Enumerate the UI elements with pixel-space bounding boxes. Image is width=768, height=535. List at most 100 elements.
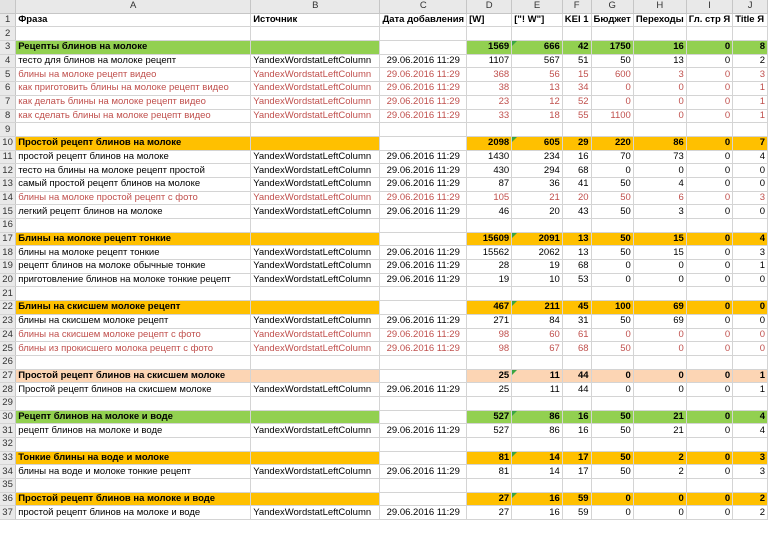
cell[interactable]: [591, 437, 634, 452]
cell[interactable]: 2: [633, 464, 687, 480]
row-number[interactable]: 36: [0, 492, 17, 507]
row-number[interactable]: 14: [0, 191, 17, 206]
cell[interactable]: Простой рецепт блинов на молоке: [15, 136, 252, 151]
cell[interactable]: 29.06.2016 11:29: [379, 95, 468, 110]
cell[interactable]: 0: [732, 300, 768, 315]
row-number[interactable]: 10: [0, 136, 17, 151]
cell[interactable]: 87: [466, 177, 513, 192]
cell[interactable]: YandexWordstatLeftColumn: [250, 54, 381, 69]
cell[interactable]: [686, 122, 734, 137]
cell[interactable]: 29.06.2016 11:29: [379, 273, 468, 288]
cell[interactable]: [466, 218, 513, 233]
cell[interactable]: 16: [511, 492, 563, 507]
cell[interactable]: 0: [686, 163, 734, 178]
cell[interactable]: [562, 437, 592, 452]
cell[interactable]: 98: [466, 341, 513, 356]
cell[interactable]: 4: [732, 232, 768, 247]
row-number[interactable]: 5: [0, 67, 17, 83]
cell[interactable]: 3: [732, 191, 768, 206]
cell[interactable]: 0: [686, 81, 734, 96]
row-number[interactable]: 34: [0, 464, 17, 480]
cell[interactable]: [379, 396, 468, 411]
cell[interactable]: 3: [732, 67, 768, 83]
cell[interactable]: YandexWordstatLeftColumn: [250, 259, 381, 274]
cell[interactable]: [379, 218, 468, 233]
cell[interactable]: 16: [562, 410, 592, 425]
cell[interactable]: 81: [466, 451, 513, 466]
cell[interactable]: блины на молоке рецепт тонкие: [15, 245, 252, 261]
cell[interactable]: 271: [466, 314, 513, 329]
cell[interactable]: Простой рецепт блинов на скисшем молоке: [15, 382, 252, 397]
cell[interactable]: 211: [511, 300, 563, 315]
cell[interactable]: [250, 410, 381, 425]
cell[interactable]: 2: [732, 492, 768, 507]
cell[interactable]: YandexWordstatLeftColumn: [250, 191, 381, 206]
cell[interactable]: блины из прокисшего молока рецепт с фото: [15, 341, 252, 356]
cell[interactable]: 13: [562, 245, 592, 261]
cell[interactable]: [379, 232, 468, 247]
cell[interactable]: 67: [511, 341, 563, 356]
cell[interactable]: как сделать блины на молоке рецепт видео: [15, 109, 252, 124]
row-number[interactable]: 35: [0, 478, 17, 493]
cell[interactable]: 600: [591, 67, 634, 83]
cell[interactable]: [562, 355, 592, 370]
cell[interactable]: 0: [633, 382, 687, 397]
cell[interactable]: 29.06.2016 11:29: [379, 54, 468, 69]
cell[interactable]: 29.06.2016 11:29: [379, 191, 468, 206]
row-number[interactable]: 4: [0, 54, 17, 69]
cell[interactable]: Рецепт блинов на молоке и воде: [15, 410, 252, 425]
cell[interactable]: 6: [633, 191, 687, 206]
cell[interactable]: 50: [591, 451, 634, 466]
cell[interactable]: 0: [686, 177, 734, 192]
cell[interactable]: YandexWordstatLeftColumn: [250, 95, 381, 110]
cell[interactable]: 294: [511, 163, 563, 178]
cell[interactable]: [686, 396, 734, 411]
cell[interactable]: 1: [732, 369, 768, 384]
cell[interactable]: 15609: [466, 232, 513, 247]
cell[interactable]: 50: [591, 191, 634, 206]
cell[interactable]: 28: [466, 259, 513, 274]
cell[interactable]: 0: [591, 382, 634, 397]
column-header-i[interactable]: I: [686, 0, 734, 14]
cell[interactable]: [379, 122, 468, 137]
cell[interactable]: [732, 122, 768, 137]
cell[interactable]: 2098: [466, 136, 513, 151]
row-number[interactable]: 7: [0, 95, 17, 110]
cell[interactable]: 666: [511, 40, 563, 55]
cell[interactable]: 81: [466, 464, 513, 480]
cell[interactable]: [591, 218, 634, 233]
cell[interactable]: 59: [562, 492, 592, 507]
cell[interactable]: 0: [686, 300, 734, 315]
cell[interactable]: [250, 232, 381, 247]
cell[interactable]: [511, 478, 563, 493]
row-number[interactable]: 33: [0, 451, 17, 466]
cell[interactable]: 53: [562, 273, 592, 288]
cell[interactable]: [511, 355, 563, 370]
cell[interactable]: 3: [633, 67, 687, 83]
cell[interactable]: 3: [732, 451, 768, 466]
row-number[interactable]: 13: [0, 177, 17, 192]
cell[interactable]: 0: [686, 273, 734, 288]
cell[interactable]: 38: [466, 81, 513, 96]
cell[interactable]: [633, 355, 687, 370]
cell[interactable]: 1107: [466, 54, 513, 69]
cell[interactable]: [250, 355, 381, 370]
cell[interactable]: 0: [591, 505, 634, 521]
cell[interactable]: [379, 410, 468, 425]
row-number[interactable]: 15: [0, 204, 17, 219]
cell[interactable]: 45: [562, 300, 592, 315]
row-number[interactable]: 27: [0, 369, 17, 384]
cell[interactable]: 50: [591, 464, 634, 480]
cell[interactable]: YandexWordstatLeftColumn: [250, 505, 381, 521]
cell[interactable]: 16: [511, 505, 563, 521]
cell[interactable]: 2: [732, 54, 768, 69]
cell[interactable]: блины на скисшем молоке рецепт с фото: [15, 328, 252, 343]
cell[interactable]: [466, 396, 513, 411]
cell[interactable]: [250, 218, 381, 233]
cell[interactable]: [379, 492, 468, 507]
cell[interactable]: 11: [511, 369, 563, 384]
cell[interactable]: 0: [591, 273, 634, 288]
cell[interactable]: [466, 122, 513, 137]
cell[interactable]: 220: [591, 136, 634, 151]
cell[interactable]: 50: [591, 314, 634, 329]
